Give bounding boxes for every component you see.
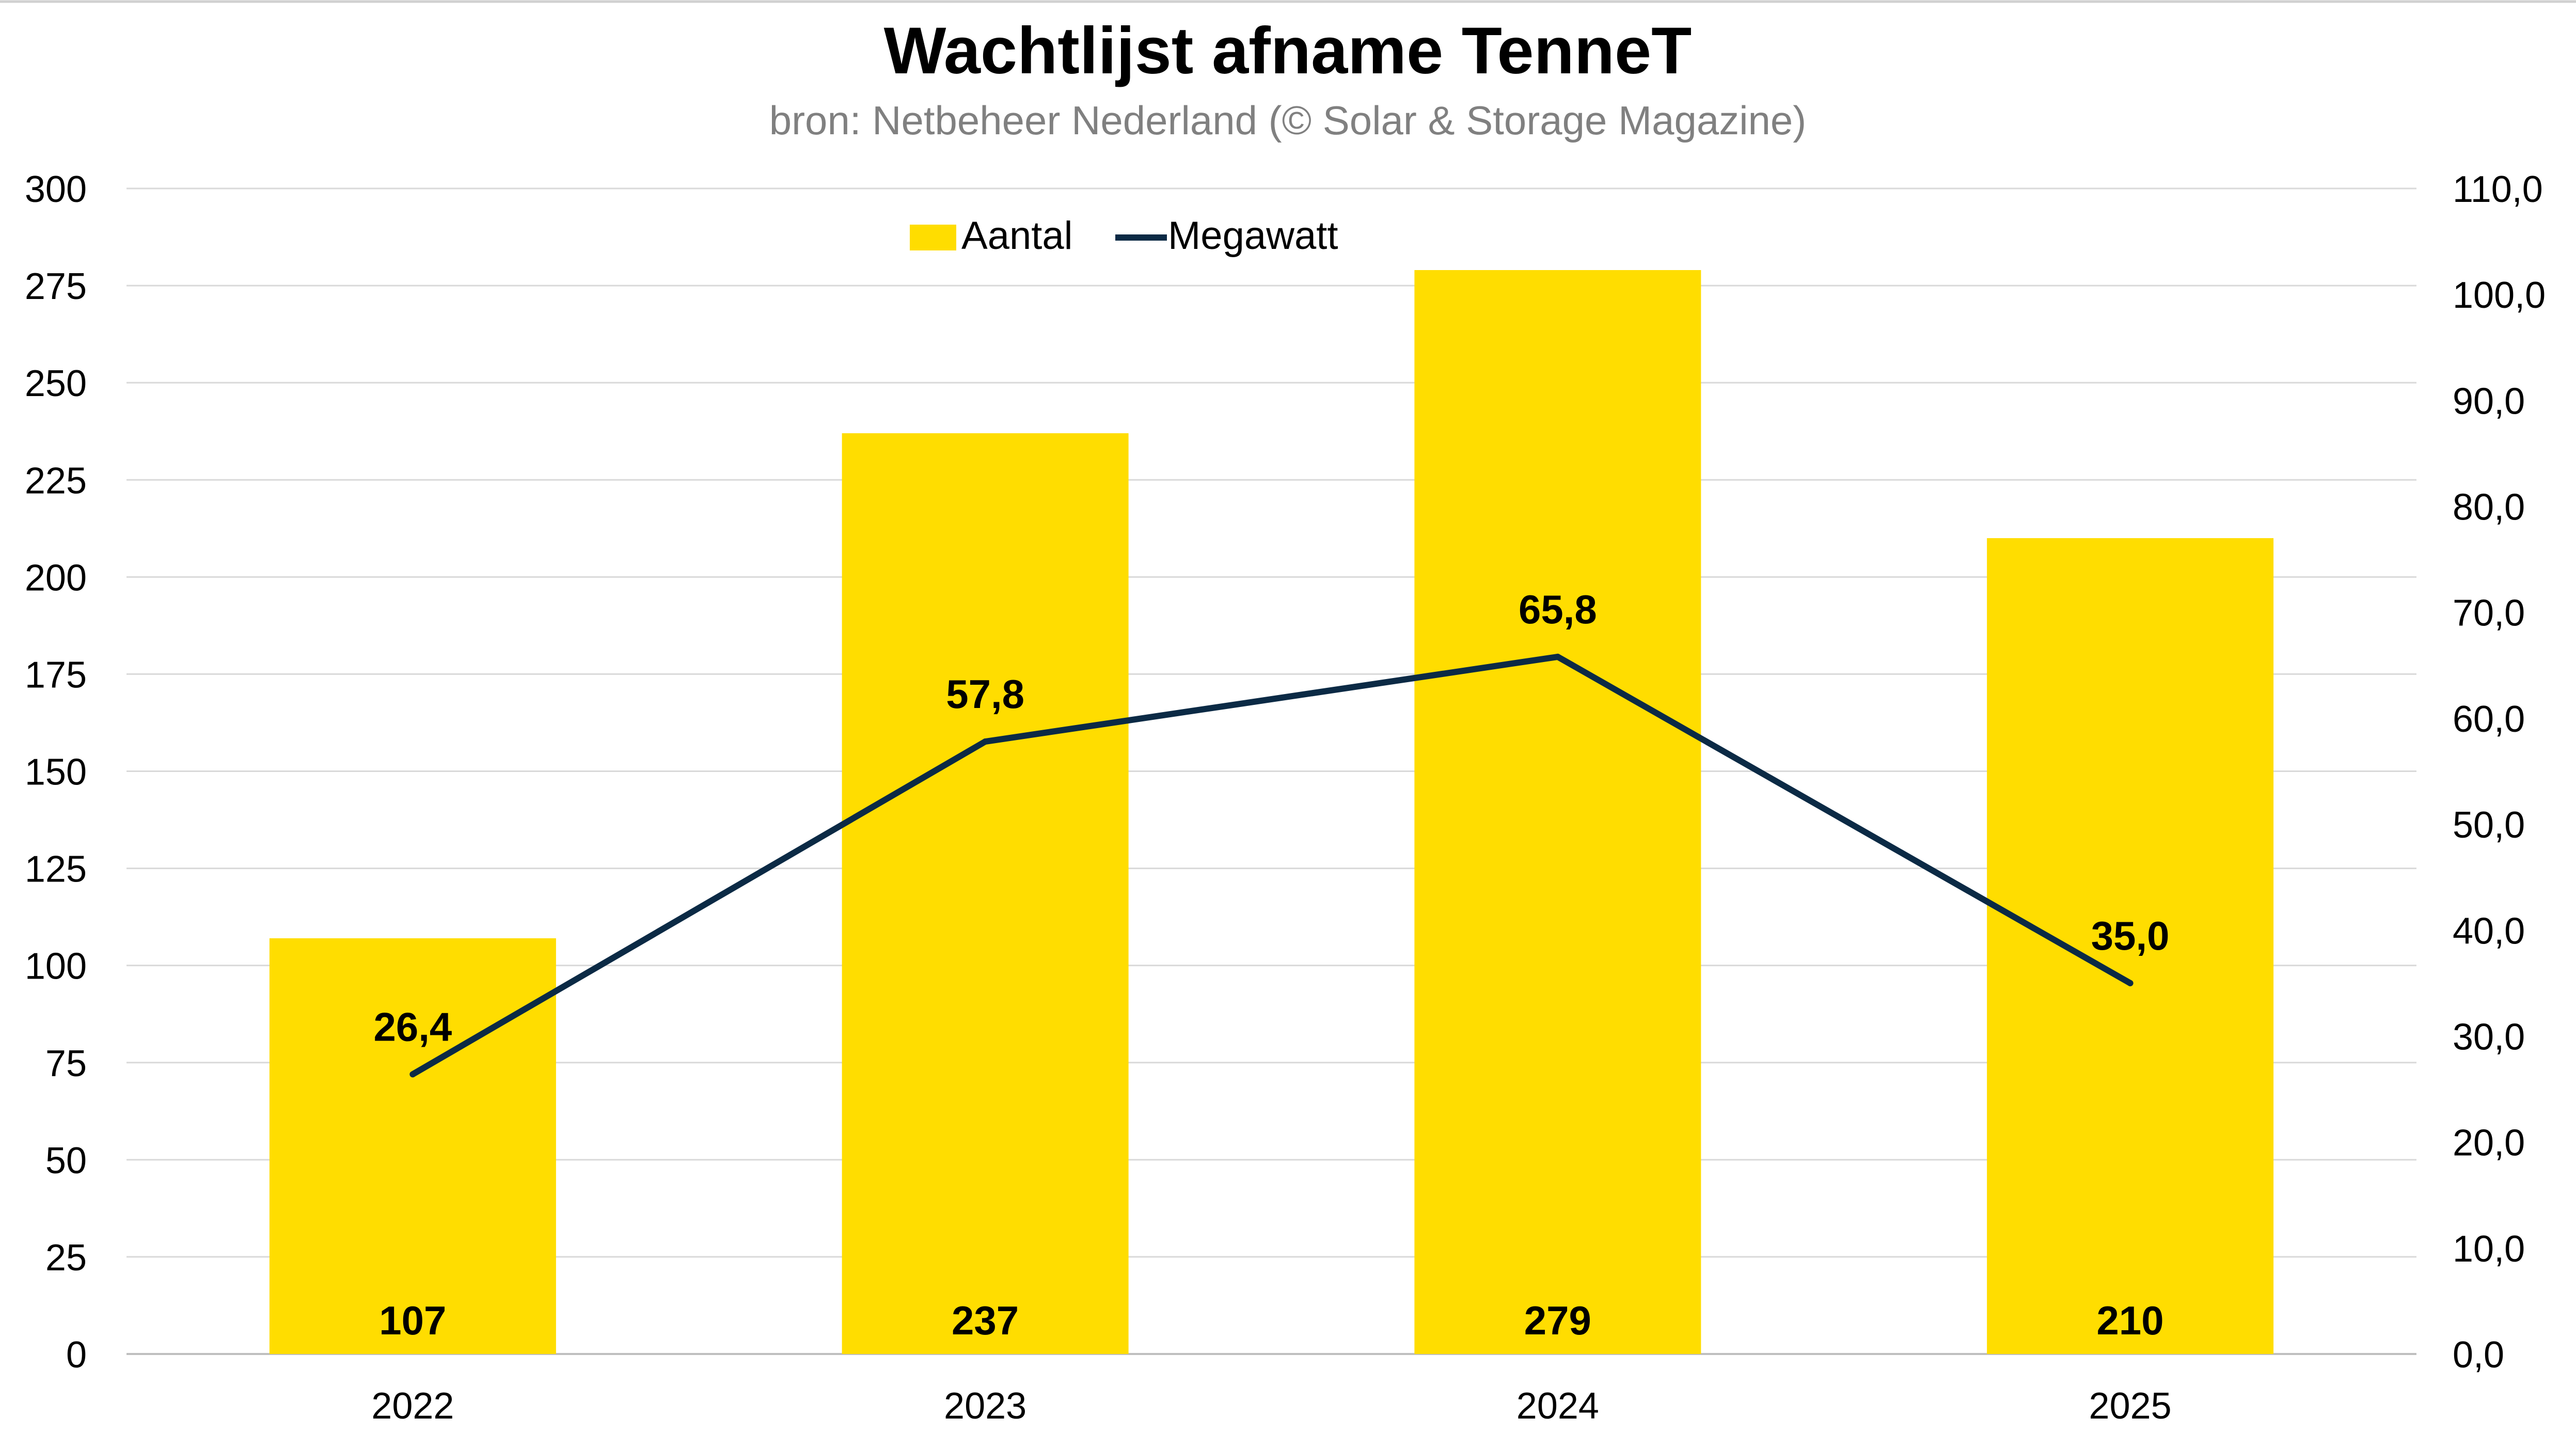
y-left-tick-label: 25 [45, 1237, 87, 1279]
y-left-tick-label: 275 [25, 266, 87, 307]
chart-subtitle: bron: Netbeheer Nederland (© Solar & Sto… [769, 98, 1807, 143]
y-right-tick-label: 80,0 [2453, 487, 2525, 528]
legend-swatch-aantal [910, 225, 956, 250]
y-right-tick-label: 60,0 [2453, 699, 2525, 740]
line-data-label: 57,8 [946, 671, 1024, 717]
legend: Aantal Megawatt [910, 214, 1338, 258]
y-left-tick-label: 300 [25, 169, 87, 210]
y-right-tick-label: 40,0 [2453, 910, 2525, 952]
line-point [409, 1071, 416, 1078]
line-data-labels: 26,4 57,8 65,8 35,0 [373, 587, 2169, 1049]
y-left-tick-label: 150 [25, 752, 87, 793]
line-point [1554, 653, 1561, 660]
x-tick-label: 2024 [1516, 1385, 1599, 1427]
y-right-tick-label: 70,0 [2453, 593, 2525, 634]
y-right-tick-label: 10,0 [2453, 1228, 2525, 1270]
x-axis: 2022 2023 2024 2025 [371, 1385, 2171, 1427]
x-tick-label: 2023 [944, 1385, 1026, 1427]
y-right-tick-label: 20,0 [2453, 1123, 2525, 1164]
y-left-tick-label: 100 [25, 946, 87, 987]
y-left-tick-label: 125 [25, 849, 87, 890]
x-tick-label: 2025 [2089, 1385, 2172, 1427]
line-data-label: 26,4 [373, 1004, 452, 1049]
bar-data-label: 237 [952, 1298, 1019, 1343]
bar-data-label: 279 [1524, 1298, 1591, 1343]
y-left-tick-label: 225 [25, 460, 87, 501]
bar-data-label: 210 [2097, 1298, 2164, 1343]
y-left-tick-label: 0 [66, 1334, 87, 1376]
bar-series [269, 270, 2274, 1354]
x-tick-label: 2022 [371, 1385, 454, 1427]
y-right-tick-label: 50,0 [2453, 805, 2525, 846]
y-left-tick-label: 75 [45, 1043, 87, 1084]
y-right-tick-label: 100,0 [2453, 275, 2546, 316]
legend-label-megawatt: Megawatt [1168, 214, 1338, 258]
bar-data-label: 107 [379, 1298, 446, 1343]
bar [1414, 270, 1701, 1354]
bar-data-labels: 107 237 279 210 [379, 1298, 2163, 1343]
y-right-tick-label: 0,0 [2453, 1334, 2504, 1376]
line-series [409, 653, 2134, 1078]
y-left-tick-label: 175 [25, 654, 87, 696]
y-right-tick-label: 110,0 [2453, 169, 2543, 210]
megawatt-line [409, 653, 2134, 1078]
y-left-tick-label: 50 [45, 1140, 87, 1182]
line-point [982, 738, 989, 745]
y-left-tick-label: 200 [25, 557, 87, 598]
y-left-tick-label: 250 [25, 363, 87, 404]
left-axis: 0 25 50 75 100 125 150 175 200 225 250 275 300 [25, 169, 87, 1376]
bar [269, 938, 556, 1354]
line-data-label: 35,0 [2091, 913, 2170, 958]
legend-label-aantal: Aantal [961, 214, 1073, 258]
y-right-tick-label: 90,0 [2453, 381, 2525, 422]
bar [1987, 538, 2274, 1354]
bar [842, 433, 1129, 1354]
chart-title: Wachtlijst afname TenneT [884, 14, 1692, 88]
y-right-tick-label: 30,0 [2453, 1016, 2525, 1058]
line-point [2127, 980, 2134, 986]
right-axis: 0,0 10,0 20,0 30,0 40,0 50,0 60,0 70,0 80,0 90,0 1… [2453, 169, 2546, 1376]
line-data-label: 65,8 [1519, 587, 1597, 632]
